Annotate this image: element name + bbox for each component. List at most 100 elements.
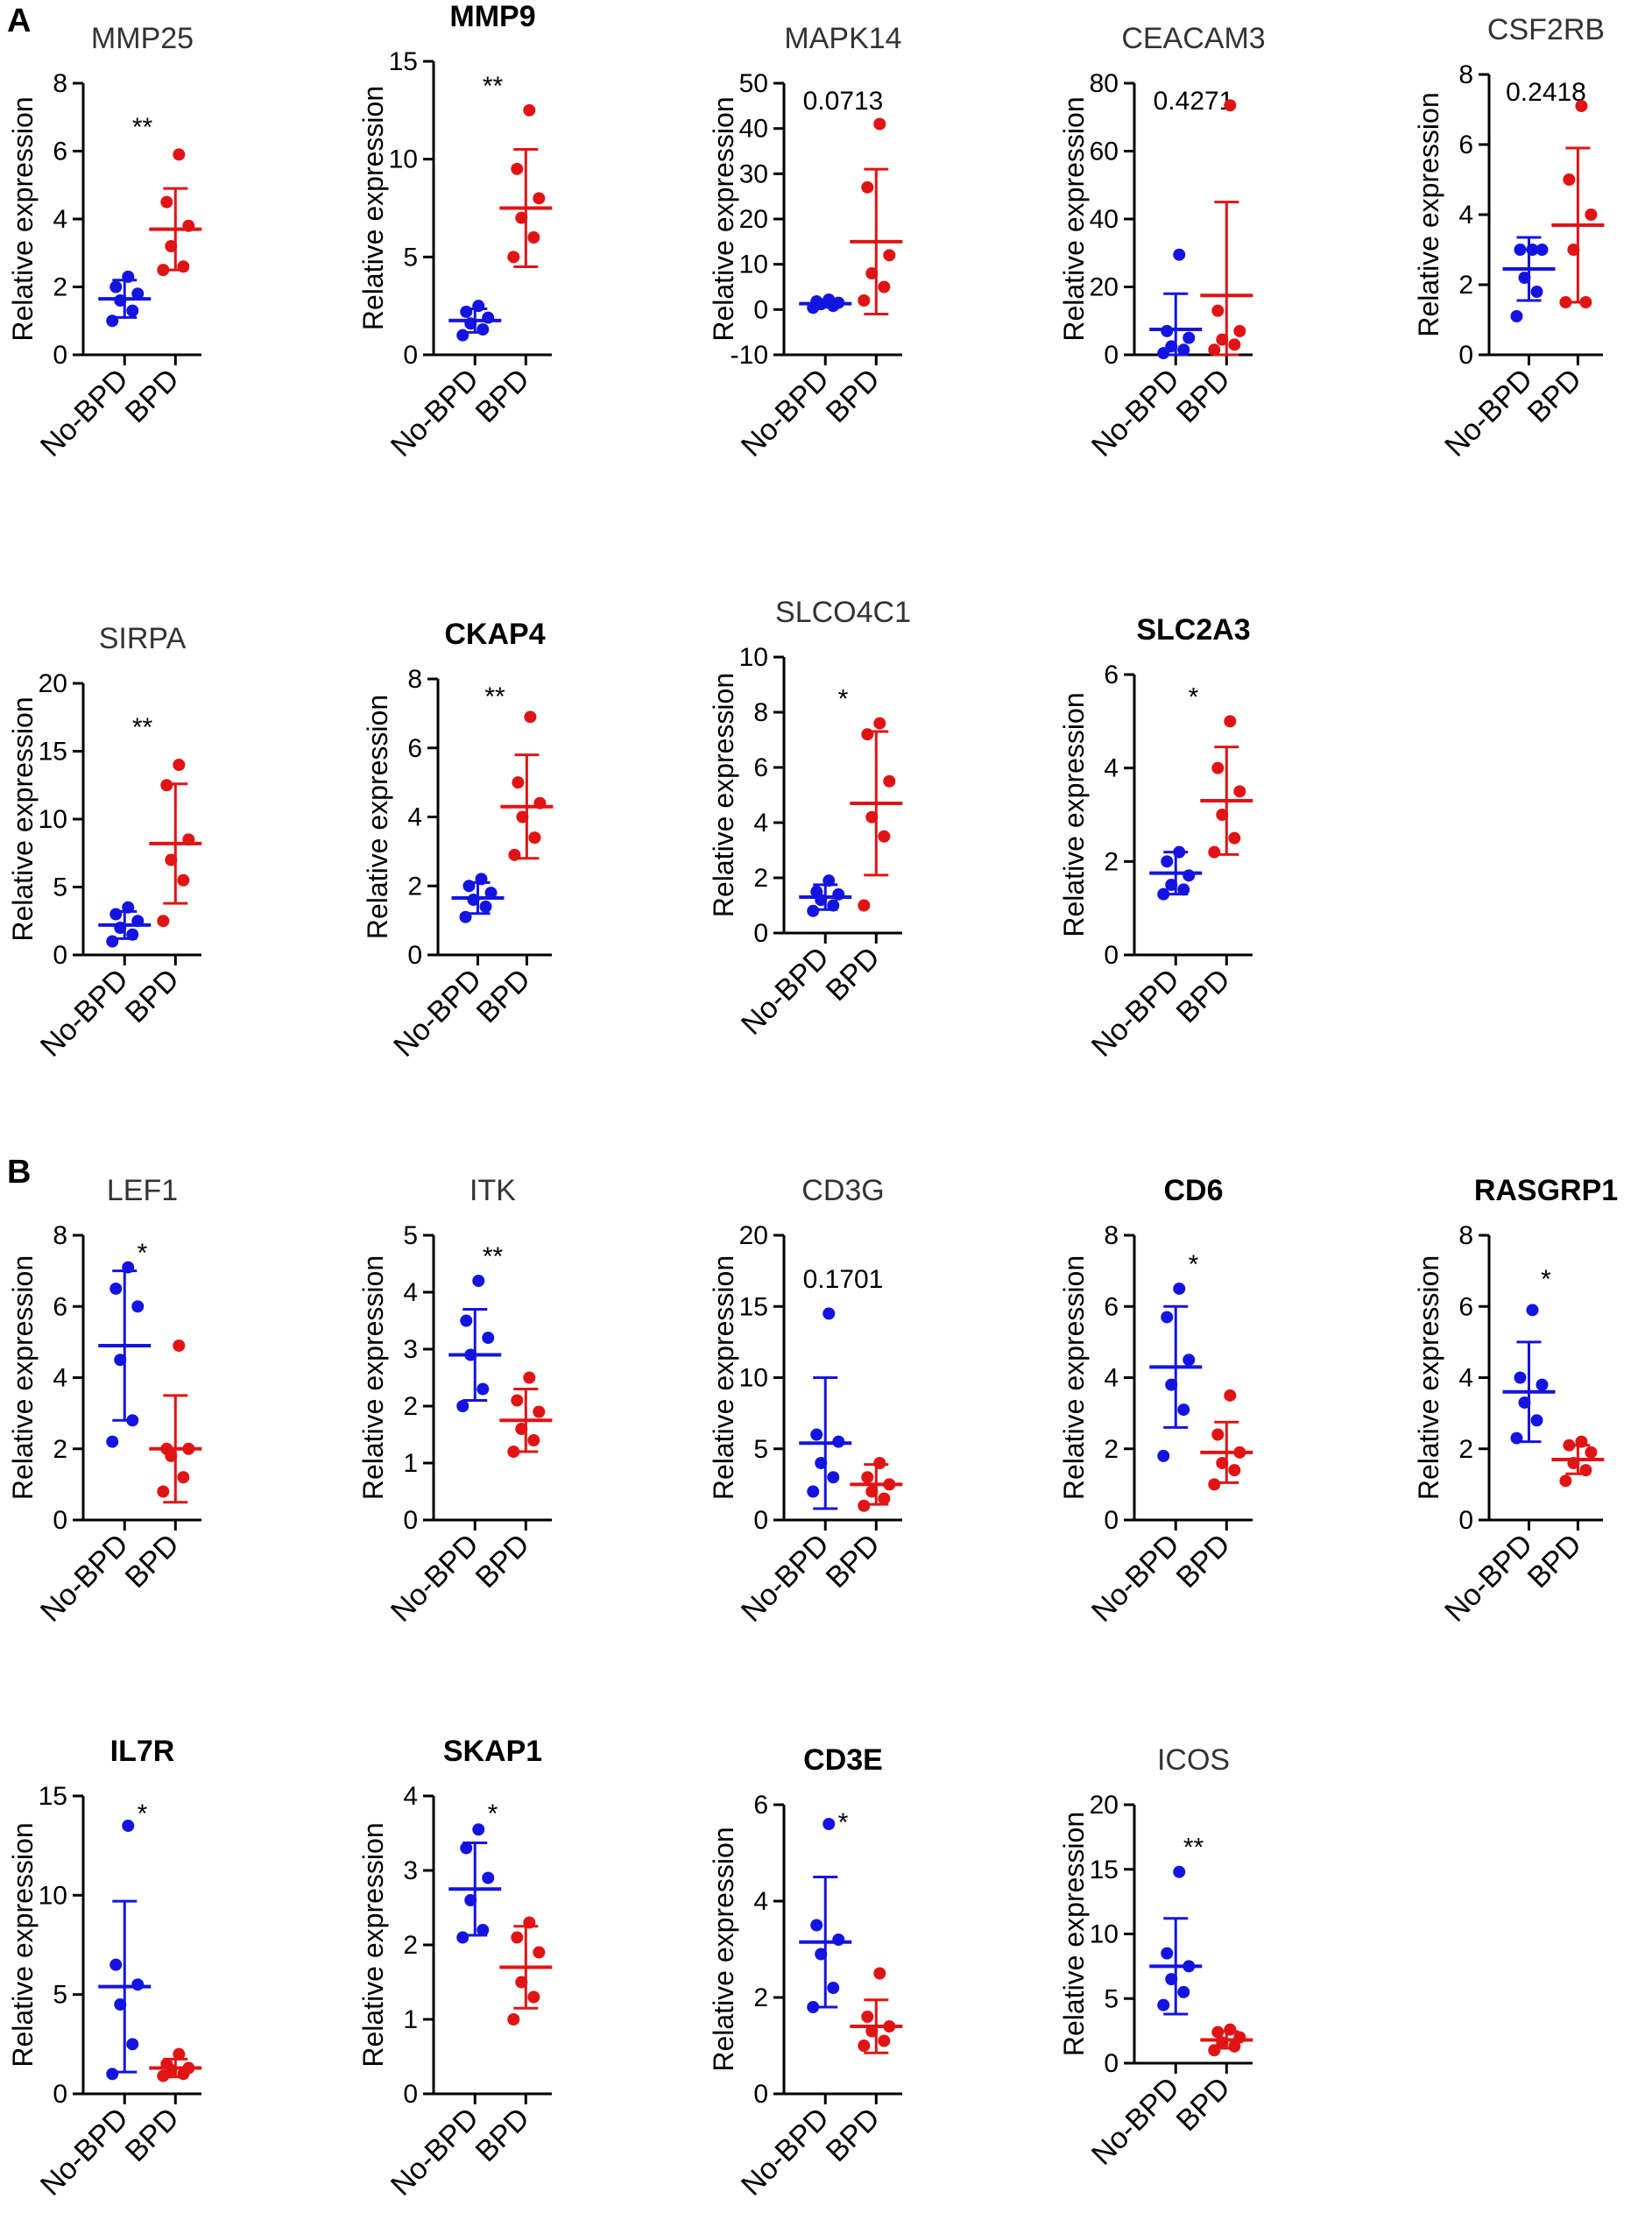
data-point (1228, 1464, 1241, 1477)
y-tick-label: 2 (53, 1435, 67, 1464)
data-point (472, 1823, 485, 1836)
significance-label: * (1189, 682, 1199, 711)
data-point (1575, 100, 1588, 112)
chart-title: CD3G (801, 1174, 884, 1207)
y-tick-label: 0 (53, 2080, 67, 2109)
significance-label: 0.0713 (803, 87, 884, 116)
data-point (810, 1428, 823, 1441)
x-category-label: BPD (1521, 363, 1588, 429)
y-tick-label: 10 (739, 251, 768, 279)
data-point (106, 935, 119, 948)
panel-label-a: A (7, 3, 31, 39)
data-point (861, 728, 874, 741)
data-point (173, 2047, 186, 2061)
y-tick-label: 10 (389, 145, 418, 174)
data-point (160, 779, 173, 792)
y-axis-label: Relative expression (1413, 1255, 1444, 1500)
data-point (1526, 1304, 1539, 1317)
data-point (527, 1990, 540, 2004)
y-tick-label: 8 (753, 698, 768, 727)
x-category-label: No-BPD (735, 2102, 836, 2202)
y-tick-label: 0 (1458, 1506, 1473, 1535)
y-tick-label: 4 (403, 1782, 418, 1811)
chart-title: CEACAM3 (1121, 22, 1265, 55)
data-point (1224, 715, 1237, 728)
data-point (460, 1842, 473, 1855)
x-category-label: No-BPD (387, 963, 488, 1064)
data-point (1224, 1389, 1237, 1402)
y-axis-label: Relative expression (1413, 92, 1444, 336)
data-point (477, 1924, 490, 1936)
y-axis-label: Relative expression (1058, 1812, 1090, 2056)
data-point (1157, 1449, 1170, 1462)
y-tick-label: 3 (403, 1335, 418, 1364)
chart-title: MMP25 (91, 22, 194, 55)
panel-label-b: B (7, 1154, 31, 1191)
chart-title: ICOS (1157, 1743, 1230, 1777)
y-tick-label: 0 (1104, 2049, 1119, 2078)
data-point (479, 900, 492, 913)
y-tick-label: 0 (1104, 341, 1119, 370)
significance-label: ** (132, 113, 153, 142)
data-point (477, 322, 490, 336)
x-category-label: No-BPD (1085, 963, 1186, 1064)
significance-label: 0.2418 (1506, 78, 1586, 107)
y-tick-label: 15 (39, 738, 67, 767)
data-point (131, 1978, 145, 1991)
data-point (177, 1471, 190, 1484)
data-point (883, 249, 896, 262)
y-tick-label: 10 (739, 643, 768, 672)
data-point (456, 1931, 469, 1944)
y-tick-label: 4 (407, 803, 422, 832)
y-tick-label: 0 (403, 341, 418, 370)
data-point (131, 287, 145, 300)
significance-label: * (838, 685, 849, 714)
data-point (477, 1382, 490, 1396)
x-category-label: No-BPD (1085, 1528, 1186, 1629)
chart-title: CD3E (803, 1743, 883, 1777)
y-tick-label: 6 (753, 1791, 768, 1820)
y-tick-label: 4 (753, 1887, 768, 1916)
data-point (507, 251, 520, 264)
y-tick-label: 4 (53, 205, 67, 234)
x-category-label: BPD (1170, 363, 1237, 429)
data-point (1173, 1865, 1186, 1878)
data-point (456, 1400, 469, 1412)
data-point (122, 1820, 135, 1832)
y-axis-label: Relative expression (1058, 692, 1090, 937)
y-tick-label: 5 (1104, 1984, 1119, 2013)
data-point (1208, 343, 1221, 357)
data-point (484, 887, 498, 900)
y-tick-label: 0 (407, 941, 422, 970)
y-tick-label: 2 (407, 872, 422, 901)
y-tick-label: 0 (53, 1506, 67, 1535)
data-point (807, 904, 820, 917)
data-point (858, 2040, 871, 2052)
y-tick-label: 6 (1104, 1292, 1119, 1321)
x-category-label: BPD (1170, 963, 1237, 1029)
y-axis-label: Relative expression (1058, 96, 1090, 341)
significance-label: * (138, 1799, 148, 1828)
chart-title: MMP9 (449, 0, 535, 33)
data-point (810, 885, 823, 898)
data-point (1514, 1371, 1527, 1384)
data-point (106, 1435, 119, 1448)
chart-title: LEF1 (107, 1174, 178, 1207)
data-point (1173, 248, 1186, 261)
y-tick-label: 20 (1090, 1791, 1119, 1820)
x-category-label: No-BPD (385, 2102, 485, 2202)
y-tick-label: 2 (753, 1983, 768, 2012)
y-tick-label: 1 (403, 2005, 418, 2034)
data-point (528, 831, 541, 845)
y-tick-label: 80 (1090, 69, 1119, 98)
y-tick-label: 4 (1104, 754, 1119, 783)
x-category-label: No-BPD (735, 941, 836, 1042)
data-point (177, 873, 190, 887)
